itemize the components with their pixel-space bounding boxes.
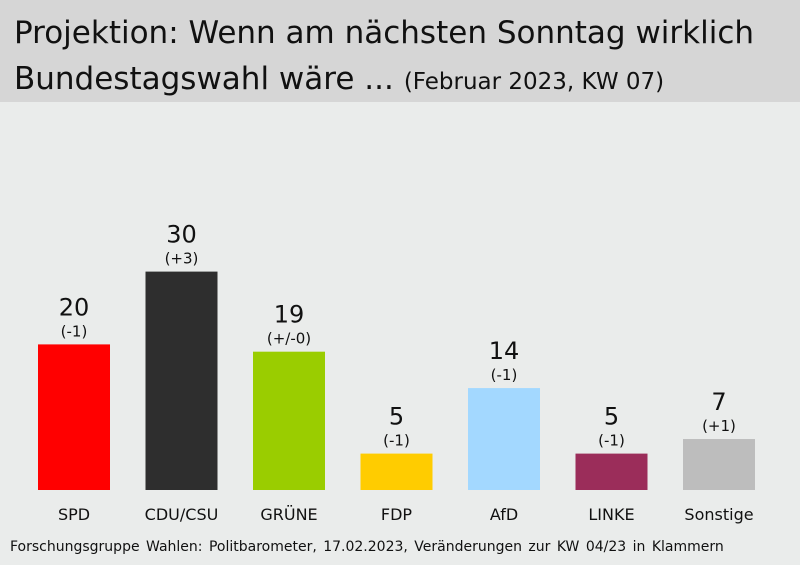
bar-change-spd: (-1) xyxy=(61,322,88,340)
bar-value-cdu-csu: 30 xyxy=(166,221,197,249)
bar-spd xyxy=(38,344,110,490)
chart-title-text: Bundestagswahl wäre ... xyxy=(14,61,394,97)
bar-cdu-csu xyxy=(145,271,218,490)
bar-value-fdp: 5 xyxy=(389,403,404,431)
bar-change-cdu-csu: (+3) xyxy=(165,250,199,268)
category-label-fdp: FDP xyxy=(381,505,413,524)
chart-subtitle: (Februar 2023, KW 07) xyxy=(403,69,665,95)
bar-value-spd: 20 xyxy=(59,293,90,321)
bar-change-linke: (-1) xyxy=(598,432,625,450)
bar-change-sonstige: (+1) xyxy=(702,417,736,435)
bar-fdp xyxy=(360,453,433,490)
bar-change-fdp: (-1) xyxy=(383,432,410,450)
bar-linke xyxy=(575,453,648,490)
bar-sonstige xyxy=(683,439,755,490)
bar-gr-ne xyxy=(253,351,325,490)
category-label-linke: LINKE xyxy=(588,505,634,524)
bar-change-gr-ne: (+/-0) xyxy=(267,330,311,348)
bar-value-gr-ne: 19 xyxy=(274,301,305,329)
bar-value-linke: 5 xyxy=(604,403,619,431)
chart-title-line1: Projektion: Wenn am nächsten Sonntag wir… xyxy=(14,15,755,51)
category-label-gr-ne: GRÜNE xyxy=(260,505,317,524)
source-footnote: Forschungsgruppe Wahlen: Politbarometer,… xyxy=(10,539,724,555)
bar-value-sonstige: 7 xyxy=(711,388,726,416)
bar-afd xyxy=(468,388,540,490)
category-label-afd: AfD xyxy=(490,505,518,524)
category-label-sonstige: Sonstige xyxy=(684,505,753,524)
category-label-cdu-csu: CDU/CSU xyxy=(145,505,219,524)
category-label-spd: SPD xyxy=(58,505,90,524)
bar-change-afd: (-1) xyxy=(491,366,518,384)
bar-value-afd: 14 xyxy=(489,337,520,365)
chart-title-line2: Bundestagswahl wäre ... (Februar 2023, KW… xyxy=(14,60,664,101)
header: Projektion: Wenn am nächsten Sonntag wir… xyxy=(0,0,800,102)
